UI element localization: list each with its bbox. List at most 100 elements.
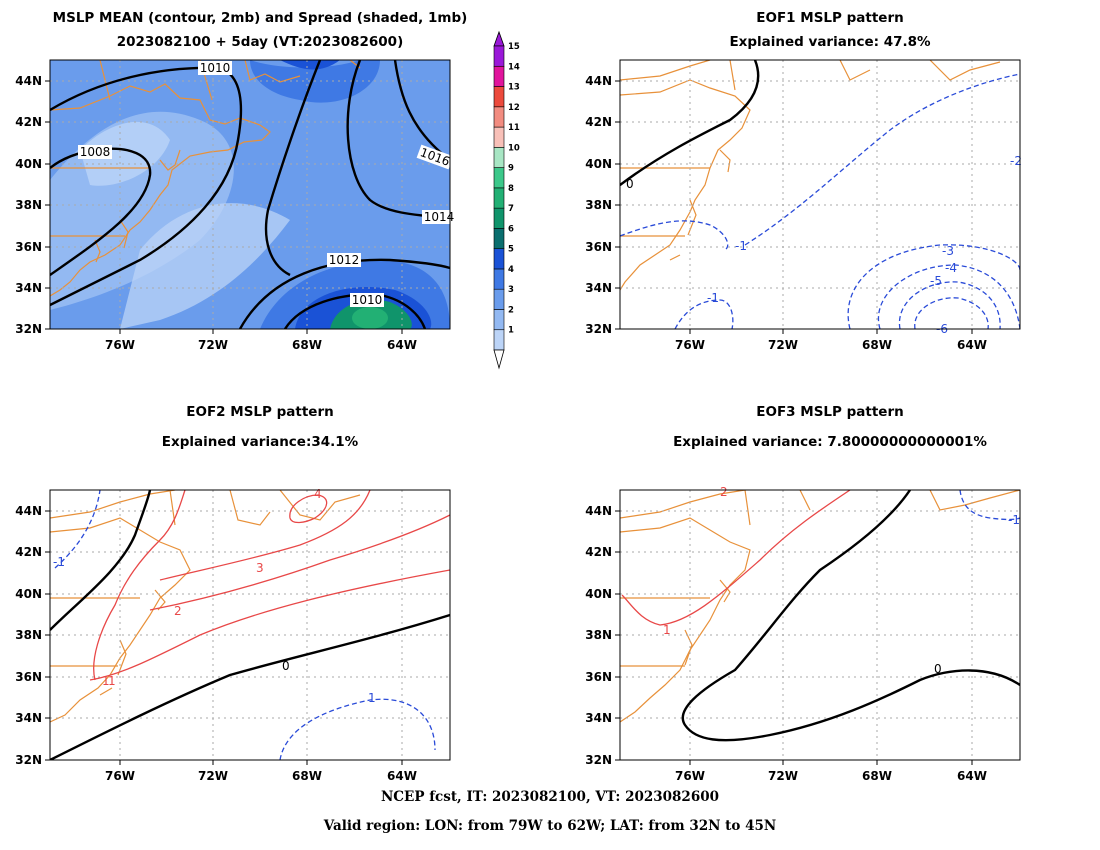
colorbar-label: 8: [508, 184, 514, 194]
coastline-eof3: [620, 490, 1020, 723]
colorbar-box: [493, 45, 505, 67]
lon-label: 68W: [862, 338, 892, 352]
coastline-eof2: [50, 490, 361, 723]
contour-label: -1: [1008, 513, 1020, 527]
colorbar-label: 5: [508, 245, 514, 255]
lon-label: 64W: [957, 769, 987, 783]
eof2-title-line1: EOF2 MSLP pattern: [186, 404, 334, 420]
contour-label: 0: [282, 659, 290, 673]
colorbar-box: [493, 147, 505, 168]
colorbar-label: 4: [508, 265, 514, 275]
eof3-contours: [621, 490, 1020, 742]
colorbar-box: [493, 86, 505, 108]
lat-label: 42N: [15, 545, 42, 559]
mean-contour-labels: 1010 1008 1016 1014 1012 1010: [78, 61, 456, 307]
colorbar-box: [493, 207, 505, 229]
grid-eof1: [620, 60, 1020, 329]
lat-label: 38N: [15, 198, 42, 212]
eof1-title-line2: Explained variance: 47.8%: [729, 34, 931, 50]
contour-label: 0: [934, 662, 942, 676]
lon-label: 72W: [768, 338, 798, 352]
lat-label: 34N: [585, 281, 612, 295]
eof1-contours: [620, 60, 1020, 329]
coastline-eof1: [620, 60, 1001, 291]
contour-label: 2: [720, 485, 728, 499]
contour-label: -4: [945, 261, 957, 275]
lat-label: 42N: [585, 545, 612, 559]
grid-eof2: [50, 490, 450, 760]
lat-label: 42N: [585, 115, 612, 129]
colorbar-label: 10: [508, 143, 520, 153]
lat-label: 40N: [15, 587, 42, 601]
lon-label: 76W: [105, 338, 135, 352]
colorbar-label: 3: [508, 285, 514, 295]
contour-label: 1014: [424, 210, 455, 224]
colorbar-box: [493, 106, 505, 128]
eof1-map: 0 -1 -1 -2 -3 -4 -5 -6 44N 42N 40N 38N 3…: [585, 59, 1022, 352]
colorbar-label: 7: [508, 204, 514, 214]
lat-label: 40N: [585, 157, 612, 171]
colorbar-box: [493, 248, 505, 270]
grid-eof3: [620, 490, 1020, 760]
lat-label: 38N: [15, 628, 42, 642]
lat-label: 38N: [585, 198, 612, 212]
contour-label: 1: [368, 691, 376, 705]
lon-label: 64W: [957, 338, 987, 352]
eof2-lat-labels: 44N 42N 40N 38N 36N 34N 32N: [15, 504, 42, 767]
contour-label: 1010: [200, 61, 231, 75]
mean-contours: [50, 60, 450, 329]
eof2-lon-labels: 76W 72W 68W 64W: [105, 769, 417, 783]
eof3-title-line1: EOF3 MSLP pattern: [756, 404, 904, 420]
colorbar-box: [493, 126, 505, 148]
eof2-map: 4 3 2 1 1 0 -1 1 44N 42N 40N 38N 36N 34N…: [15, 487, 451, 783]
colorbar-boxes: [493, 30, 505, 370]
lat-label: 34N: [585, 711, 612, 725]
lat-label: 34N: [15, 281, 42, 295]
eof3-contour-labels: 2 -1 1 0: [663, 485, 1020, 676]
lat-label: 40N: [585, 587, 612, 601]
lat-label: 32N: [15, 322, 42, 336]
lat-label: 36N: [15, 240, 42, 254]
mean-lon-labels: 76W 72W 68W 64W: [105, 338, 417, 352]
eof3-ticks: [615, 510, 973, 765]
mean-map: 1010 1008 1016 1014 1012 1010 44N 42N 40…: [15, 59, 456, 352]
contour-label: 1: [663, 623, 671, 637]
lon-label: 68W: [292, 338, 322, 352]
eof1-lat-labels: 44N 42N 40N 38N 36N 34N 32N: [585, 74, 612, 336]
eof2-title-line2: Explained variance:34.1%: [161, 434, 359, 450]
colorbar-label: 9: [508, 164, 514, 174]
colorbar-box: [493, 187, 505, 209]
lon-label: 76W: [675, 769, 705, 783]
lat-label: 32N: [585, 753, 612, 767]
eof2-ticks: [45, 510, 403, 765]
contour-label: -1: [53, 555, 65, 569]
mean-lat-labels: 44N 42N 40N 38N 36N 34N 32N: [15, 74, 42, 336]
eof1-frame: [619, 59, 1021, 330]
colorbar-label: 2: [508, 305, 514, 315]
colorbar-top-arrow: [493, 30, 505, 47]
lat-label: 44N: [15, 74, 42, 88]
colorbar-label: 11: [508, 123, 520, 133]
lon-label: 64W: [387, 769, 417, 783]
eof3-map: 2 -1 1 0 44N 42N 40N 38N 36N 34N 32N 76W…: [585, 485, 1021, 783]
lat-label: 44N: [585, 504, 612, 518]
lon-label: 64W: [387, 338, 417, 352]
contour-label: 1: [102, 674, 110, 688]
lat-label: 38N: [585, 628, 612, 642]
contour-label: 1010: [352, 293, 383, 307]
lon-label: 72W: [198, 769, 228, 783]
colorbar-box: [493, 167, 505, 189]
lon-label: 76W: [105, 769, 135, 783]
colorbar-box: [493, 65, 505, 87]
contour-label: 4: [314, 487, 322, 501]
lat-label: 44N: [585, 74, 612, 88]
colorbar-bottom-arrow: [493, 349, 505, 370]
eof1-title-line1: EOF1 MSLP pattern: [756, 10, 904, 26]
lat-label: 36N: [585, 240, 612, 254]
lat-label: 44N: [15, 504, 42, 518]
eof3-lat-labels: 44N 42N 40N 38N 36N 34N 32N: [585, 504, 612, 767]
contour-label: 2: [174, 604, 182, 618]
contour-label: -2: [1010, 154, 1022, 168]
colorbar-box: [493, 288, 505, 310]
